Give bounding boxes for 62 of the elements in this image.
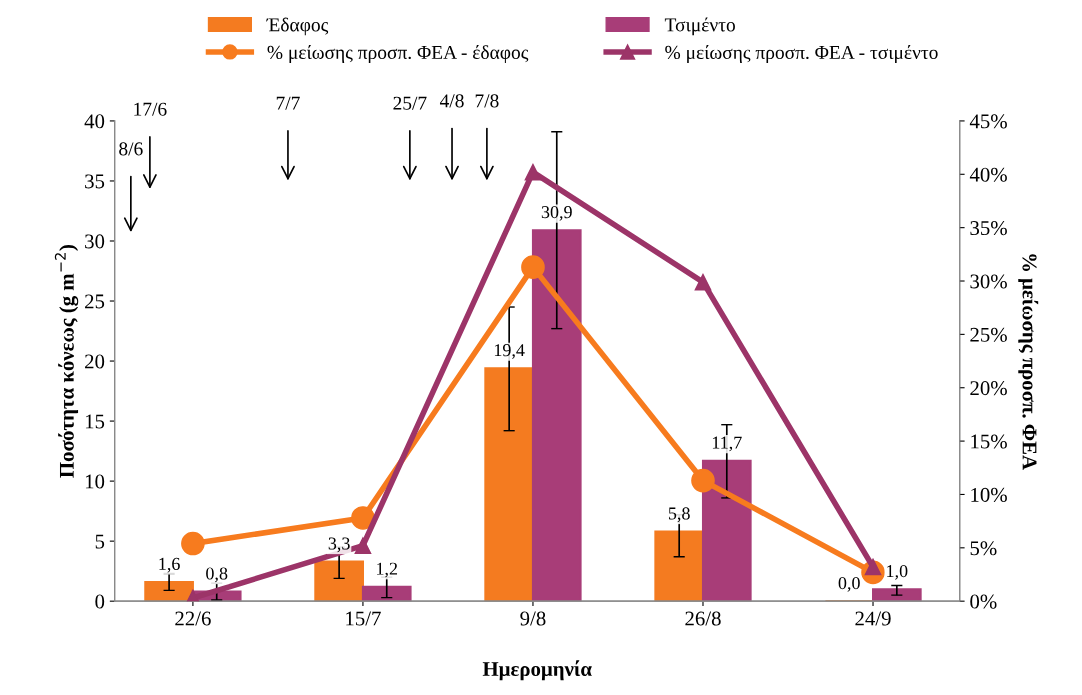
x-axis-title: Ημερομηνία	[482, 660, 592, 681]
y-tick-label: 0	[95, 594, 105, 609]
y2-tick-label: 10%	[971, 487, 1007, 502]
y-tick-label: 35	[85, 174, 105, 189]
y2-tick-label: 25%	[970, 327, 1007, 342]
bar	[144, 580, 194, 602]
y2-axis-title: % μείωσης προσπ. ΦΕΑ	[1018, 254, 1039, 470]
bar	[701, 459, 752, 602]
data-label: 5,8	[668, 507, 690, 523]
text: 7/8	[475, 94, 499, 108]
y2-tick-label: 45%	[969, 114, 1007, 129]
y-tick-label: 20	[85, 354, 105, 369]
data-label: 30,9	[541, 206, 572, 221]
y2-tick-label: 15%	[971, 434, 1007, 449]
y-tick-label: 25	[85, 294, 105, 309]
y2-tick-label: 35%	[970, 221, 1007, 236]
data-label: 1,0	[887, 564, 908, 580]
legend-label: % μείωσης προσπ. ΦΕΑ - έδαφος	[267, 45, 529, 63]
y2-tick-label: 40%	[969, 167, 1007, 182]
x-tick-label: 15/7	[346, 611, 381, 626]
bar	[361, 585, 412, 602]
data-label: 19,4	[494, 344, 525, 359]
y2-tick-label: 30%	[970, 274, 1007, 289]
x-tick-label: 26/8	[685, 611, 721, 626]
text: 7/7	[276, 96, 300, 110]
text: 17/6	[134, 102, 167, 116]
x-tick-label: 9/8	[520, 611, 546, 626]
bar	[531, 229, 582, 602]
point	[691, 468, 715, 493]
legend-label: % μείωσης προσπ. ΦΕΑ - τσιμέντο	[665, 45, 938, 63]
bar	[484, 367, 534, 602]
annotation: 8/6	[119, 142, 143, 156]
bar	[871, 588, 922, 602]
point	[351, 506, 375, 530]
data-label: 0,8	[206, 567, 228, 583]
y-tick-label: 5	[95, 534, 105, 549]
y-axis-title: Ποσότητα κόνεως (g m$^{−2}$)	[54, 245, 79, 478]
x-tick-label: 22/6	[175, 611, 211, 626]
bar	[654, 530, 705, 602]
data-label: 3,3	[328, 537, 350, 553]
point	[181, 531, 205, 556]
data-label: 1,2	[377, 562, 398, 578]
point	[521, 255, 545, 279]
text: 25/7	[393, 96, 427, 110]
y-tick-label: 30	[85, 234, 105, 249]
data-label: 0,0	[838, 576, 860, 592]
legend-label: Έδαφος	[266, 17, 329, 36]
y-tick-label: 40	[84, 114, 105, 129]
bar	[314, 560, 364, 602]
point	[354, 537, 372, 555]
data-label: 11,7	[712, 436, 742, 452]
text: 4/8	[439, 94, 464, 108]
data-label: 1,6	[159, 557, 180, 573]
y-tick-label: 10	[85, 474, 105, 489]
y2-tick-label: 20%	[970, 381, 1007, 396]
y2-tick-label: 0%	[970, 594, 997, 609]
y-tick-label: 15	[85, 414, 105, 429]
point	[694, 273, 712, 291]
legend-label: Τσιμέντο	[664, 17, 735, 36]
point	[524, 163, 542, 181]
y2-tick-label: 5%	[970, 541, 997, 556]
x-tick-label: 24/9	[855, 611, 891, 626]
